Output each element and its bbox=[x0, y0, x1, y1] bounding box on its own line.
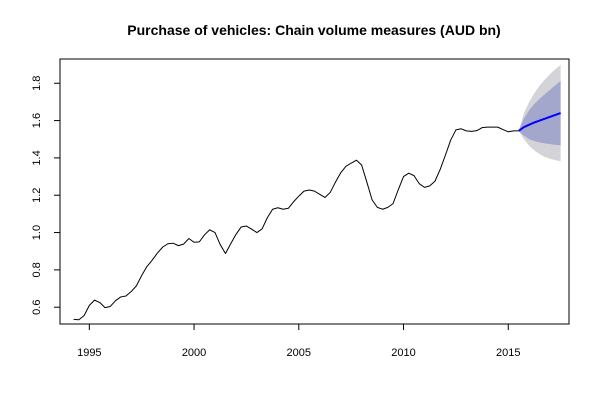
forecast-series bbox=[518, 112, 561, 132]
forecast-interval-80-area bbox=[518, 81, 561, 146]
chart-title: Purchase of vehicles: Chain volume measu… bbox=[127, 22, 500, 38]
history-line bbox=[73, 126, 519, 321]
x-tick-label: 1995 bbox=[77, 347, 101, 359]
history-series bbox=[73, 126, 519, 321]
x-tick-label: 2015 bbox=[496, 347, 520, 359]
x-tick-label: 2010 bbox=[391, 347, 415, 359]
y-tick-label: 1.4 bbox=[31, 150, 43, 165]
y-tick-label: 0.6 bbox=[31, 300, 43, 315]
y-tick-label: 1.6 bbox=[31, 113, 43, 128]
y-tick-label: 1.0 bbox=[31, 225, 43, 240]
y-axis: 0.6 0.8 1.0 1.2 1.4 1.6 1.8 bbox=[31, 76, 61, 315]
forecast-interval-80-band bbox=[518, 81, 561, 146]
x-axis: 1995 2000 2005 2010 2015 bbox=[77, 323, 520, 359]
x-tick-label: 2000 bbox=[182, 347, 206, 359]
forecast-line bbox=[518, 112, 561, 132]
plot-frame bbox=[59, 58, 570, 325]
y-tick-label: 1.2 bbox=[31, 188, 43, 203]
y-tick-label: 1.8 bbox=[31, 76, 43, 91]
y-tick-label: 0.8 bbox=[31, 262, 43, 277]
x-tick-label: 2005 bbox=[287, 347, 311, 359]
